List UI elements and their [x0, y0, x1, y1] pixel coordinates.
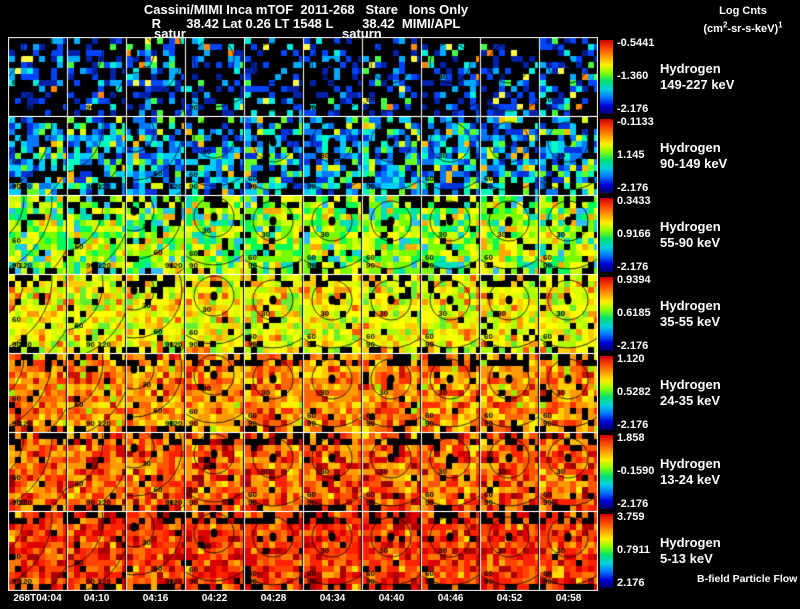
row-colorbar [600, 40, 613, 114]
time-tick-label: 04:40 [378, 593, 405, 604]
row-colorbar [600, 119, 613, 193]
row-heatmap-canvas [8, 353, 598, 433]
species-label: Hydrogen [660, 377, 721, 392]
time-tick-label: 04:10 [83, 593, 110, 604]
energy-band-row: 3.759 0.7911 2.176 Hydrogen 5-13 keV [8, 511, 800, 591]
row-heatmap-canvas [8, 37, 598, 117]
colorbar-units: (cm2-sr-s-keV)1 [703, 20, 783, 35]
energy-band-label: Hydrogen 149-227 keV [660, 61, 734, 93]
time-tick-label: 04:52 [496, 593, 523, 604]
colorbar-top-label: 0.3433 [617, 195, 651, 207]
species-label: Hydrogen [660, 535, 721, 550]
saturn-marker-label: satur [154, 26, 186, 41]
colorbar-mid-label: 0.7911 [617, 544, 651, 556]
energy-band-label: Hydrogen 55-90 keV [660, 219, 721, 251]
colorbar-bot-label: -2.176 [617, 103, 649, 115]
energy-band-row: -0.5441 -1.360 -2.176 Hydrogen 149-227 keV [8, 37, 800, 117]
row-colorbar [600, 356, 613, 430]
row-colorbar [600, 198, 613, 272]
energy-range-label: 24-35 keV [660, 393, 720, 408]
colorbar-top-label: 0.9394 [617, 274, 651, 286]
energy-range-label: 5-13 keV [660, 551, 713, 566]
species-label: Hydrogen [660, 61, 721, 76]
species-label: Hydrogen [660, 219, 721, 234]
colorbar-top-label: -0.1133 [617, 116, 654, 128]
row-heatmap-canvas [8, 511, 598, 591]
colorbar-top-label: 1.120 [617, 353, 645, 365]
colorbar-top-label: 1.858 [617, 432, 645, 444]
colorbar-bot-label: -2.176 [617, 498, 649, 510]
time-tick-label: 04:22 [201, 593, 228, 604]
energy-band-label: Hydrogen 13-24 keV [660, 456, 721, 488]
energy-range-label: 35-55 keV [660, 314, 720, 329]
energy-range-label: 13-24 keV [660, 472, 720, 487]
row-heatmap-canvas [8, 432, 598, 512]
colorbar-bot-label: -2.176 [617, 340, 649, 352]
time-tick-label: 268T04:04 [13, 593, 62, 604]
colorbar-mid-label: -0.1590 [617, 465, 655, 477]
energy-range-label: 55-90 keV [660, 235, 720, 250]
row-colorbar [600, 514, 613, 588]
species-label: Hydrogen [660, 298, 721, 313]
time-tick-label: 04:46 [437, 593, 464, 604]
energy-band-row: -0.1133 1.145 -2.176 Hydrogen 90-149 keV [8, 116, 800, 196]
species-label: Hydrogen [660, 140, 721, 155]
bfield-flow-label: B-field Particle Flow [697, 573, 798, 585]
row-heatmap-canvas [8, 116, 598, 196]
energy-range-label: 90-149 keV [660, 156, 728, 171]
row-colorbar [600, 435, 613, 509]
row-heatmap-canvas [8, 274, 598, 354]
colorbar-bot-label: 2.176 [617, 577, 645, 589]
species-label: Hydrogen [660, 456, 721, 471]
time-tick-label: 04:58 [555, 593, 582, 604]
energy-range-label: 149-227 keV [660, 77, 735, 92]
energy-band-row: 0.3433 0.9166 -2.176 Hydrogen 55-90 keV [8, 195, 800, 275]
colorbar-title-line1: Log Cnts [719, 5, 767, 17]
colorbar-title: Log Cnts (cm2-sr-s-keV)1 [686, 4, 800, 36]
row-heatmap-canvas [8, 195, 598, 275]
energy-band-label: Hydrogen 35-55 keV [660, 298, 721, 330]
energy-band-row: 1.858 -0.1590 -2.176 Hydrogen 13-24 keV [8, 432, 800, 512]
energy-band-label: Hydrogen 24-35 keV [660, 377, 721, 409]
colorbar-bot-label: -2.176 [617, 419, 649, 431]
energy-band-label: Hydrogen 90-149 keV [660, 140, 727, 172]
colorbar-top-label: -0.5441 [617, 37, 655, 49]
time-tick-label: 04:16 [142, 593, 169, 604]
page-title: Cassini/MIMI Inca mTOF 2011-268 Stare Io… [143, 2, 469, 17]
saturn-marker-label: saturn [342, 26, 382, 41]
time-tick-label: 04:34 [319, 593, 346, 604]
row-colorbar [600, 277, 613, 351]
colorbar-bot-label: -2.176 [617, 182, 649, 194]
colorbar-bot-label: -2.176 [617, 261, 649, 273]
energy-band-label: Hydrogen 5-13 keV [660, 535, 721, 567]
colorbar-mid-label: 1.145 [617, 149, 645, 161]
energy-band-row: 1.120 0.5282 -2.176 Hydrogen 24-35 keV [8, 353, 800, 433]
colorbar-mid-label: 0.9166 [617, 228, 651, 240]
time-tick-label: 04:28 [260, 593, 287, 604]
colorbar-top-label: 3.759 [617, 511, 645, 523]
colorbar-mid-label: 0.5282 [617, 386, 651, 398]
colorbar-mid-label: 0.6185 [617, 307, 651, 319]
energy-band-row: 0.9394 0.6185 -2.176 Hydrogen 35-55 keV [8, 274, 800, 354]
colorbar-mid-label: -1.360 [617, 70, 649, 82]
ephemeris-subtitle: R 38.42 Lat 0.26 LT 1548 L 38.42 MIMI/AP… [151, 16, 461, 31]
